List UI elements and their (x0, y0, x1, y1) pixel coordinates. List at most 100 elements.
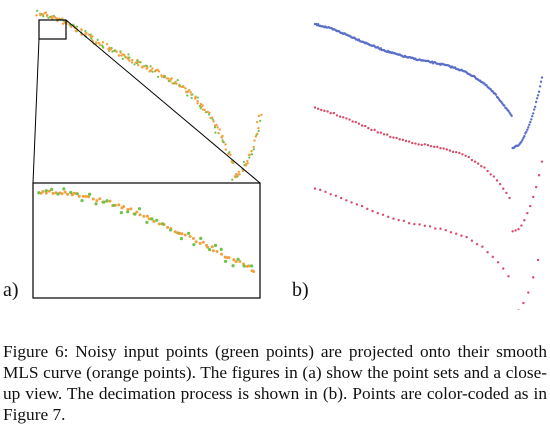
decimated-point-row1 (533, 105, 537, 109)
input-point (133, 63, 136, 66)
mls-point (80, 28, 83, 32)
mls-point (186, 90, 190, 93)
mls-point (184, 87, 187, 90)
mls-point (167, 77, 170, 80)
decimated-point-row3 (470, 239, 474, 242)
input-point (90, 37, 93, 40)
decimated-point-row1 (537, 90, 541, 93)
decimated-point-row2 (338, 115, 342, 118)
zoom-line-left (32, 38, 40, 184)
mls-point (109, 48, 112, 51)
mls-point (257, 126, 260, 130)
decimated-point-row2 (483, 166, 486, 169)
mls-point (131, 58, 134, 62)
close-up-mls-point (95, 199, 99, 203)
close-up-input-point (213, 243, 218, 247)
input-point (36, 9, 39, 13)
decimated-point-row2 (480, 164, 483, 168)
mls-point (260, 113, 263, 116)
decimated-point-row3 (531, 276, 535, 279)
decimated-point-row1 (379, 47, 383, 50)
close-up-mls-point (91, 197, 95, 201)
input-point (214, 131, 217, 134)
decimated-point-row3 (423, 224, 427, 227)
decimated-point-row3 (439, 227, 442, 230)
decimated-point-row2 (320, 108, 323, 112)
decimated-point-row3 (376, 211, 379, 215)
input-point (250, 153, 254, 156)
input-point (231, 178, 234, 181)
mls-point (160, 75, 164, 78)
decimated-point-row2 (502, 187, 505, 190)
decimated-point-row2 (476, 162, 480, 165)
close-up-input-point (75, 192, 79, 196)
decimated-point-row2 (392, 136, 395, 139)
close-up-mls-point (41, 190, 45, 194)
decimated-point-row2 (313, 106, 317, 109)
close-up-mls-point (138, 213, 142, 217)
close-up-input-point (62, 187, 66, 191)
mls-point (256, 132, 259, 135)
input-point (248, 156, 251, 159)
zoom-line-right (65, 19, 261, 184)
mls-point (124, 56, 128, 59)
mls-point (117, 54, 121, 57)
mls-point (174, 80, 177, 84)
decimated-point-row2 (486, 169, 489, 173)
decimated-point-row1 (535, 97, 539, 100)
decimated-point-row3 (381, 213, 385, 217)
close-up-mls-point (135, 210, 139, 214)
input-point (84, 30, 87, 33)
input-point (144, 64, 148, 67)
decimated-point-row2 (407, 140, 411, 143)
input-point (157, 75, 160, 78)
close-up-mls-point (232, 258, 236, 262)
close-up-box (32, 182, 261, 299)
input-point (204, 111, 207, 114)
mls-point (250, 149, 253, 153)
decimated-point-row2 (445, 148, 448, 151)
mls-point (189, 91, 192, 94)
decimated-point-row3 (486, 251, 489, 254)
input-point (207, 113, 211, 116)
close-up-input-point (219, 247, 223, 251)
close-up-input-point (250, 264, 254, 268)
decimated-point-row2 (364, 124, 367, 128)
decimated-point-row2 (508, 196, 511, 200)
decimated-point-row2 (520, 224, 523, 227)
input-point (222, 141, 225, 144)
mls-point (215, 123, 218, 127)
decimated-point-row3 (502, 267, 505, 270)
close-up-mls-point (198, 241, 202, 245)
mls-point (98, 43, 102, 47)
decimated-point-row2 (404, 139, 408, 143)
decimated-point-row2 (323, 109, 326, 113)
mls-point (201, 104, 204, 107)
close-up-input-point (179, 237, 184, 241)
decimated-point-row1 (521, 138, 524, 142)
input-point (191, 93, 194, 96)
close-up-mls-point (77, 194, 81, 198)
decimated-point-row2 (526, 211, 529, 215)
close-up-input-point (242, 264, 246, 268)
input-point (75, 25, 79, 28)
decimated-point-row3 (402, 219, 406, 223)
decimated-point-row1 (528, 123, 531, 126)
mls-point (108, 46, 111, 49)
decimated-point-row1 (532, 108, 536, 111)
decimated-point-row2 (373, 128, 376, 132)
figure: a) b) (3, 9, 544, 314)
decimated-point-row3 (527, 291, 530, 294)
input-point (42, 15, 45, 18)
decimated-point-row2 (385, 133, 389, 136)
decimated-point-row2 (370, 128, 373, 132)
mls-point (119, 51, 122, 54)
decimated-point-row2 (511, 230, 514, 233)
mls-point (61, 22, 65, 25)
decimated-point-row2 (534, 185, 538, 189)
mls-point (232, 161, 235, 165)
decimated-point-row2 (367, 126, 370, 130)
decimated-point-row2 (458, 151, 461, 155)
close-up-mls-point (238, 259, 242, 263)
close-up-mls-point (252, 270, 256, 274)
